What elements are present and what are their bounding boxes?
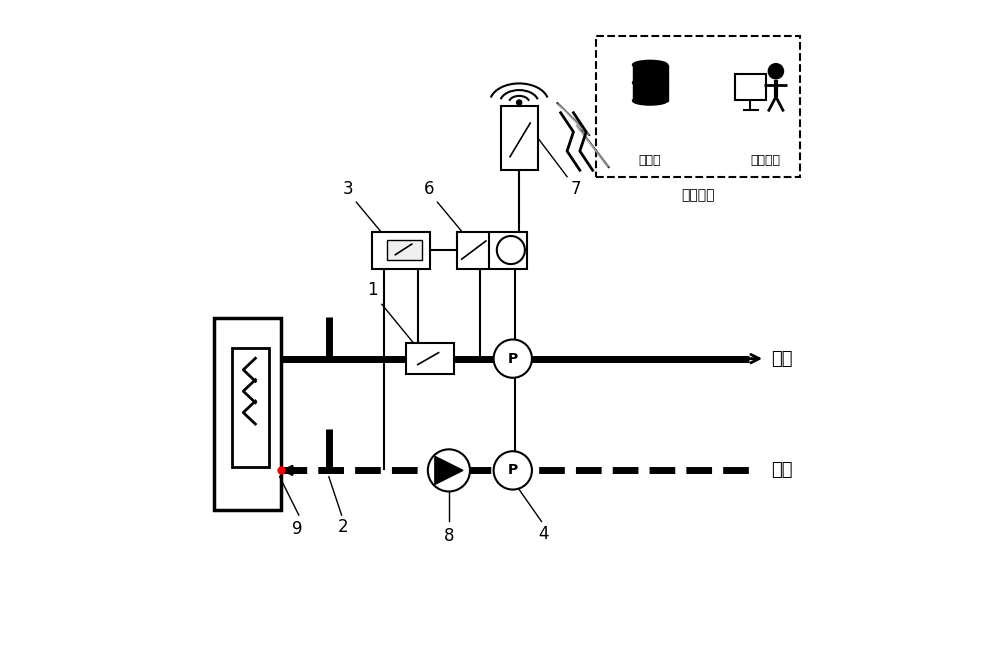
Polygon shape: [435, 456, 463, 485]
Text: 6: 6: [424, 180, 434, 198]
Bar: [372, 232, 430, 269]
Circle shape: [494, 340, 532, 378]
Text: 7: 7: [570, 180, 581, 198]
Polygon shape: [557, 103, 609, 167]
Ellipse shape: [633, 60, 668, 69]
Bar: [596, 36, 800, 177]
Circle shape: [768, 63, 784, 80]
Bar: [214, 318, 281, 510]
Bar: [232, 348, 269, 467]
Text: P: P: [508, 463, 518, 477]
Text: 服务器: 服务器: [639, 154, 661, 168]
Bar: [457, 232, 527, 269]
Ellipse shape: [633, 78, 668, 87]
Text: 供水: 供水: [771, 349, 793, 367]
Text: 监控平台: 监控平台: [681, 188, 715, 202]
Bar: [501, 106, 538, 170]
Text: 4: 4: [538, 525, 549, 543]
Circle shape: [494, 451, 532, 490]
Bar: [633, 65, 668, 83]
Text: P: P: [508, 351, 518, 366]
Text: 8: 8: [444, 527, 454, 545]
Text: 1: 1: [367, 281, 377, 299]
Text: 回水: 回水: [771, 461, 793, 479]
Text: 2: 2: [338, 518, 348, 536]
Text: 显示终端: 显示终端: [750, 154, 780, 168]
Bar: [387, 240, 422, 260]
Bar: [735, 74, 766, 100]
Ellipse shape: [633, 96, 668, 105]
Circle shape: [497, 236, 525, 264]
Bar: [406, 344, 454, 374]
Circle shape: [517, 100, 522, 105]
Circle shape: [428, 449, 470, 492]
Bar: [633, 83, 668, 100]
Text: 3: 3: [342, 180, 353, 198]
Text: 9: 9: [292, 520, 303, 538]
